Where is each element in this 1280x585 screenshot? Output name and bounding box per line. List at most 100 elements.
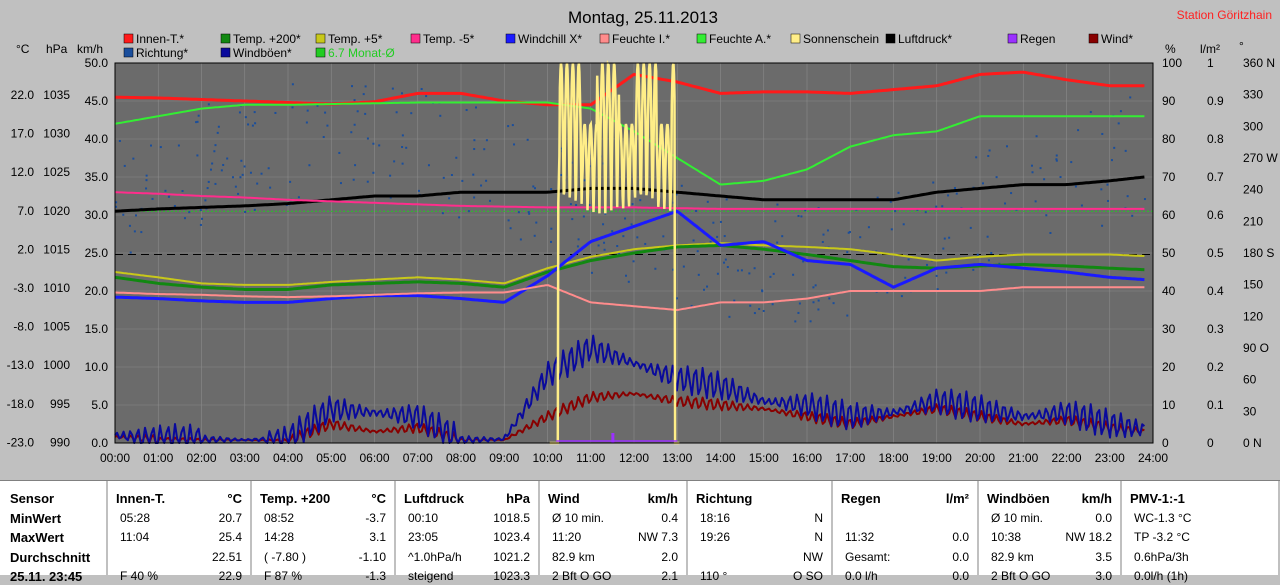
- direction-point: [902, 223, 905, 226]
- stat-row: 0.0 l/h 0.0: [845, 569, 969, 585]
- stat-row: 82.9 km 2.0: [552, 550, 678, 566]
- direction-point: [226, 157, 229, 160]
- stat-column: Regen l/m² 11:32 0.0 Gesamt: 0.0 0.0 l/h 0.0: [833, 481, 979, 583]
- stat-value: 2.0: [661, 550, 678, 564]
- direction-point: [716, 272, 719, 275]
- stat-row: 00:10 1018.5: [408, 511, 530, 527]
- stat-value: NW: [803, 550, 823, 564]
- direction-point: [188, 211, 191, 214]
- direction-point: [886, 291, 889, 294]
- direction-point: [723, 235, 726, 238]
- direction-point: [364, 112, 367, 115]
- direction-point: [395, 111, 398, 114]
- direction-point: [995, 176, 998, 179]
- stat-time: ( -7.80 ): [264, 550, 307, 564]
- direction-point: [134, 214, 137, 217]
- direction-point: [517, 211, 520, 214]
- stat-time: WC-1.3 °C: [1134, 511, 1192, 525]
- direction-point: [972, 268, 975, 271]
- tick-percent: 90: [1162, 94, 1176, 108]
- tick-time: 17:00: [835, 451, 865, 465]
- direction-point: [924, 211, 927, 214]
- stat-time: F 87 %: [264, 569, 303, 583]
- tick-deg: 0 N: [1243, 436, 1262, 450]
- tick-lm2: 0.8: [1207, 132, 1224, 146]
- direction-point: [338, 151, 341, 154]
- direction-point: [814, 284, 817, 287]
- direction-point: [401, 92, 404, 95]
- direction-point: [472, 173, 475, 176]
- legend-swatch: [315, 33, 326, 44]
- plot-border: [114, 62, 1154, 444]
- stat-row: F 87 % -1.3: [264, 569, 386, 585]
- direction-point: [167, 195, 170, 198]
- stat-value: -1.10: [358, 550, 386, 564]
- row-label-column: Sensor MinWert MaxWert Durchschnitt 25.1…: [0, 481, 108, 584]
- stat-row: Gesamt: 0.0: [845, 550, 969, 566]
- direction-point: [1049, 231, 1052, 234]
- direction-point: [211, 162, 214, 165]
- direction-point: [234, 185, 237, 188]
- direction-point: [528, 212, 531, 215]
- direction-point: [151, 197, 154, 200]
- tick-deg: 210: [1243, 214, 1263, 228]
- chart-area: Montag, 25.11.2013 Station Göritzhain Inne…: [6, 8, 1279, 465]
- direction-point: [560, 173, 563, 176]
- legend-label: Windböen*: [233, 46, 292, 60]
- direction-point: [1126, 195, 1129, 198]
- direction-point: [207, 180, 210, 183]
- direction-point: [802, 260, 805, 263]
- direction-point: [450, 174, 453, 177]
- stat-column: Temp. +200 °C 08:52 -3.7 14:28 3.1 ( -7.80 ) -1…: [252, 481, 396, 583]
- tick-percent: 60: [1162, 208, 1176, 222]
- direction-point: [828, 297, 831, 300]
- tick-celsius: 2.0: [17, 242, 34, 256]
- direction-point: [177, 144, 180, 147]
- stat-time: Gesamt:: [845, 550, 891, 564]
- direction-point: [981, 182, 984, 185]
- direction-point: [690, 304, 693, 307]
- direction-point: [1110, 159, 1113, 162]
- tick-time: 22:00: [1051, 451, 1081, 465]
- direction-point: [571, 218, 574, 221]
- stat-column-unit: km/h: [1081, 491, 1112, 506]
- direction-point: [289, 180, 292, 183]
- direction-point: [1101, 224, 1104, 227]
- direction-point: [351, 85, 354, 88]
- direction-point: [115, 201, 118, 204]
- tick-hpa: 1020: [43, 204, 70, 218]
- direction-point: [662, 235, 665, 238]
- direction-point: [709, 240, 712, 243]
- tick-celsius: 7.0: [17, 204, 34, 218]
- direction-point: [987, 155, 990, 158]
- tick-lm2: 0.6: [1207, 208, 1224, 222]
- direction-point: [129, 251, 132, 254]
- tick-percent: 70: [1162, 170, 1176, 184]
- stat-row: 23:05 1023.4: [408, 530, 530, 546]
- legend-swatch: [696, 33, 707, 44]
- direction-point: [145, 179, 148, 182]
- direction-point: [603, 248, 606, 251]
- direction-point: [560, 147, 563, 150]
- tick-kmh: 10.0: [85, 360, 109, 374]
- direction-point: [597, 244, 600, 247]
- stat-value: 0.0: [952, 550, 969, 564]
- direction-point: [251, 124, 254, 127]
- direction-point: [195, 121, 198, 124]
- direction-point: [771, 303, 774, 306]
- direction-point: [1010, 192, 1013, 195]
- tick-deg: 90 O: [1243, 341, 1269, 355]
- direction-point: [364, 85, 367, 88]
- direction-point: [366, 137, 369, 140]
- direction-point: [832, 302, 835, 305]
- stat-row: 11:04 25.4: [120, 530, 242, 546]
- direction-point: [890, 228, 893, 231]
- direction-point: [1113, 146, 1116, 149]
- direction-point: [932, 181, 935, 184]
- tick-deg: 360 N: [1243, 56, 1275, 70]
- stat-value: 3.0: [1095, 569, 1112, 583]
- stat-time: 2 Bft O GO: [552, 569, 612, 583]
- direction-point: [749, 304, 752, 307]
- direction-point: [1031, 171, 1034, 174]
- tick-deg: 60: [1243, 373, 1257, 387]
